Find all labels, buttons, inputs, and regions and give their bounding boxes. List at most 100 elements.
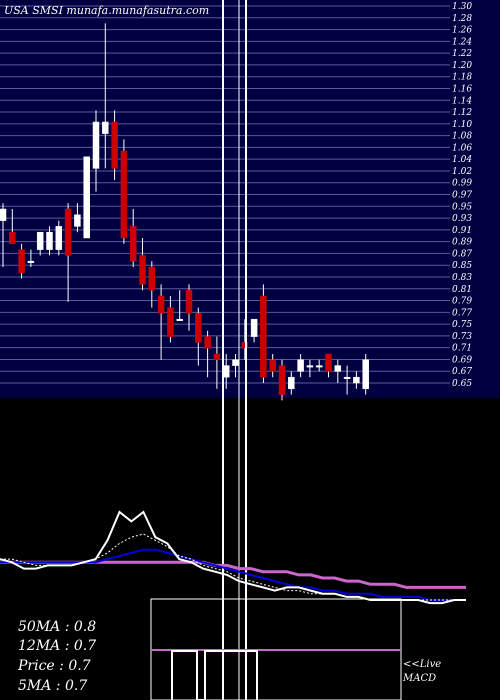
- y-tick-label: 1.10: [452, 120, 472, 130]
- candle: [9, 209, 16, 245]
- candle-body-up: [362, 359, 369, 390]
- candle-body-down: [139, 255, 146, 285]
- candle-body-down: [18, 249, 25, 274]
- y-tick-label: 1.04: [452, 155, 472, 165]
- candle: [269, 354, 276, 378]
- candle: [74, 203, 81, 233]
- candle: [18, 243, 25, 279]
- y-tick-label: 1.26: [452, 26, 472, 36]
- candle: [120, 139, 128, 244]
- candle: [306, 359, 314, 378]
- price-line: [0, 510, 466, 605]
- candle-body-down: [241, 342, 249, 349]
- candle: [129, 209, 137, 267]
- y-tick-label: 0.75: [452, 320, 472, 330]
- y-tick-label: 0.89: [452, 238, 472, 248]
- candle-body-down: [148, 266, 156, 291]
- candle: [92, 110, 100, 192]
- candle-body-down: [157, 295, 165, 314]
- candle-body-up: [102, 121, 109, 134]
- candle-body-up: [55, 226, 63, 250]
- y-tick-label: 0.95: [452, 202, 472, 212]
- candle: [213, 336, 221, 389]
- candle-body-up: [83, 156, 90, 239]
- y-tick-label: 0.71: [452, 344, 472, 354]
- candlestick-series: [0, 23, 369, 401]
- candle-body-down: [167, 307, 174, 337]
- candle: [64, 203, 72, 302]
- candle-body-up: [27, 260, 35, 263]
- candle-body-up: [343, 376, 351, 379]
- y-tick-label: 1.06: [452, 143, 472, 153]
- candle: [46, 226, 53, 256]
- candle: [0, 203, 7, 267]
- y-tick-label: 1.14: [452, 96, 472, 106]
- y-tick-label: 0.77: [452, 308, 472, 318]
- y-tick-label: 0.67: [452, 367, 472, 377]
- candle-body-down: [260, 295, 267, 378]
- y-tick-label: 1.12: [452, 108, 472, 118]
- y-tick-label: 1.18: [452, 73, 472, 83]
- y-tick-label: 1.20: [452, 61, 472, 71]
- ma50-stat: 50MA : 0.8: [18, 619, 96, 635]
- y-tick-label: 0.79: [452, 297, 472, 307]
- y-tick-label: 0.99: [452, 179, 472, 189]
- candle-body-down: [120, 150, 128, 239]
- candle-body-up: [36, 231, 44, 250]
- candle-body-up: [288, 376, 295, 390]
- y-tick-label: 0.73: [452, 332, 472, 342]
- y-tick-label: 1.30: [452, 2, 472, 12]
- candle-body-up: [297, 359, 304, 372]
- candle: [185, 284, 193, 331]
- y-tick-label: 0.97: [452, 191, 472, 201]
- ma12-line: [0, 548, 466, 601]
- candle: [250, 318, 258, 343]
- candle-body-up: [250, 318, 258, 337]
- candle-body-up: [353, 376, 360, 384]
- indicator-series: [0, 510, 466, 605]
- candle-body-down: [213, 353, 221, 361]
- candle: [278, 359, 286, 401]
- candle: [83, 156, 90, 239]
- y-tick-label: 1.08: [452, 132, 472, 142]
- candle: [325, 353, 332, 378]
- candle: [288, 371, 295, 395]
- candle: [167, 296, 174, 343]
- candle: [362, 354, 369, 395]
- macd-label: MACD: [402, 673, 436, 684]
- candle-body-down: [195, 313, 202, 343]
- candle-body-down: [204, 336, 211, 349]
- macd-line: [171, 650, 258, 700]
- macd-live-label: <<Live: [403, 659, 441, 670]
- candle: [195, 307, 202, 366]
- candle-body-up: [0, 208, 7, 221]
- candle-body-up: [92, 121, 100, 169]
- candle-body-down: [269, 359, 276, 372]
- candle: [334, 359, 342, 383]
- candle-body-up: [46, 231, 53, 250]
- candle-body-up: [306, 365, 314, 368]
- y-tick-label: 0.83: [452, 273, 472, 283]
- candle: [241, 319, 249, 360]
- candle: [353, 371, 360, 389]
- candle: [157, 284, 165, 360]
- candle: [315, 359, 323, 372]
- candle-body-down: [9, 231, 16, 245]
- candle: [102, 23, 109, 169]
- y-tick-label: 0.81: [452, 285, 472, 295]
- candle: [204, 330, 211, 378]
- candle-body-up: [334, 365, 342, 372]
- y-tick-label: 1.22: [452, 49, 472, 59]
- ma12-stat: 12MA : 0.7: [18, 638, 96, 654]
- candle: [297, 354, 304, 378]
- y-tick-label: 1.28: [452, 14, 472, 24]
- price-panel: [0, 0, 500, 398]
- candle-body-down: [325, 353, 332, 372]
- candle-body-up: [74, 214, 81, 227]
- candle: [36, 231, 44, 256]
- candle-body-up: [232, 359, 239, 366]
- y-tick-label: 0.85: [452, 261, 472, 271]
- candle: [27, 249, 35, 267]
- y-axis-tick-labels: 0.65 0.67 0.690.71 0.73 0.75 0.770.79 0.81 0.83…: [452, 2, 472, 389]
